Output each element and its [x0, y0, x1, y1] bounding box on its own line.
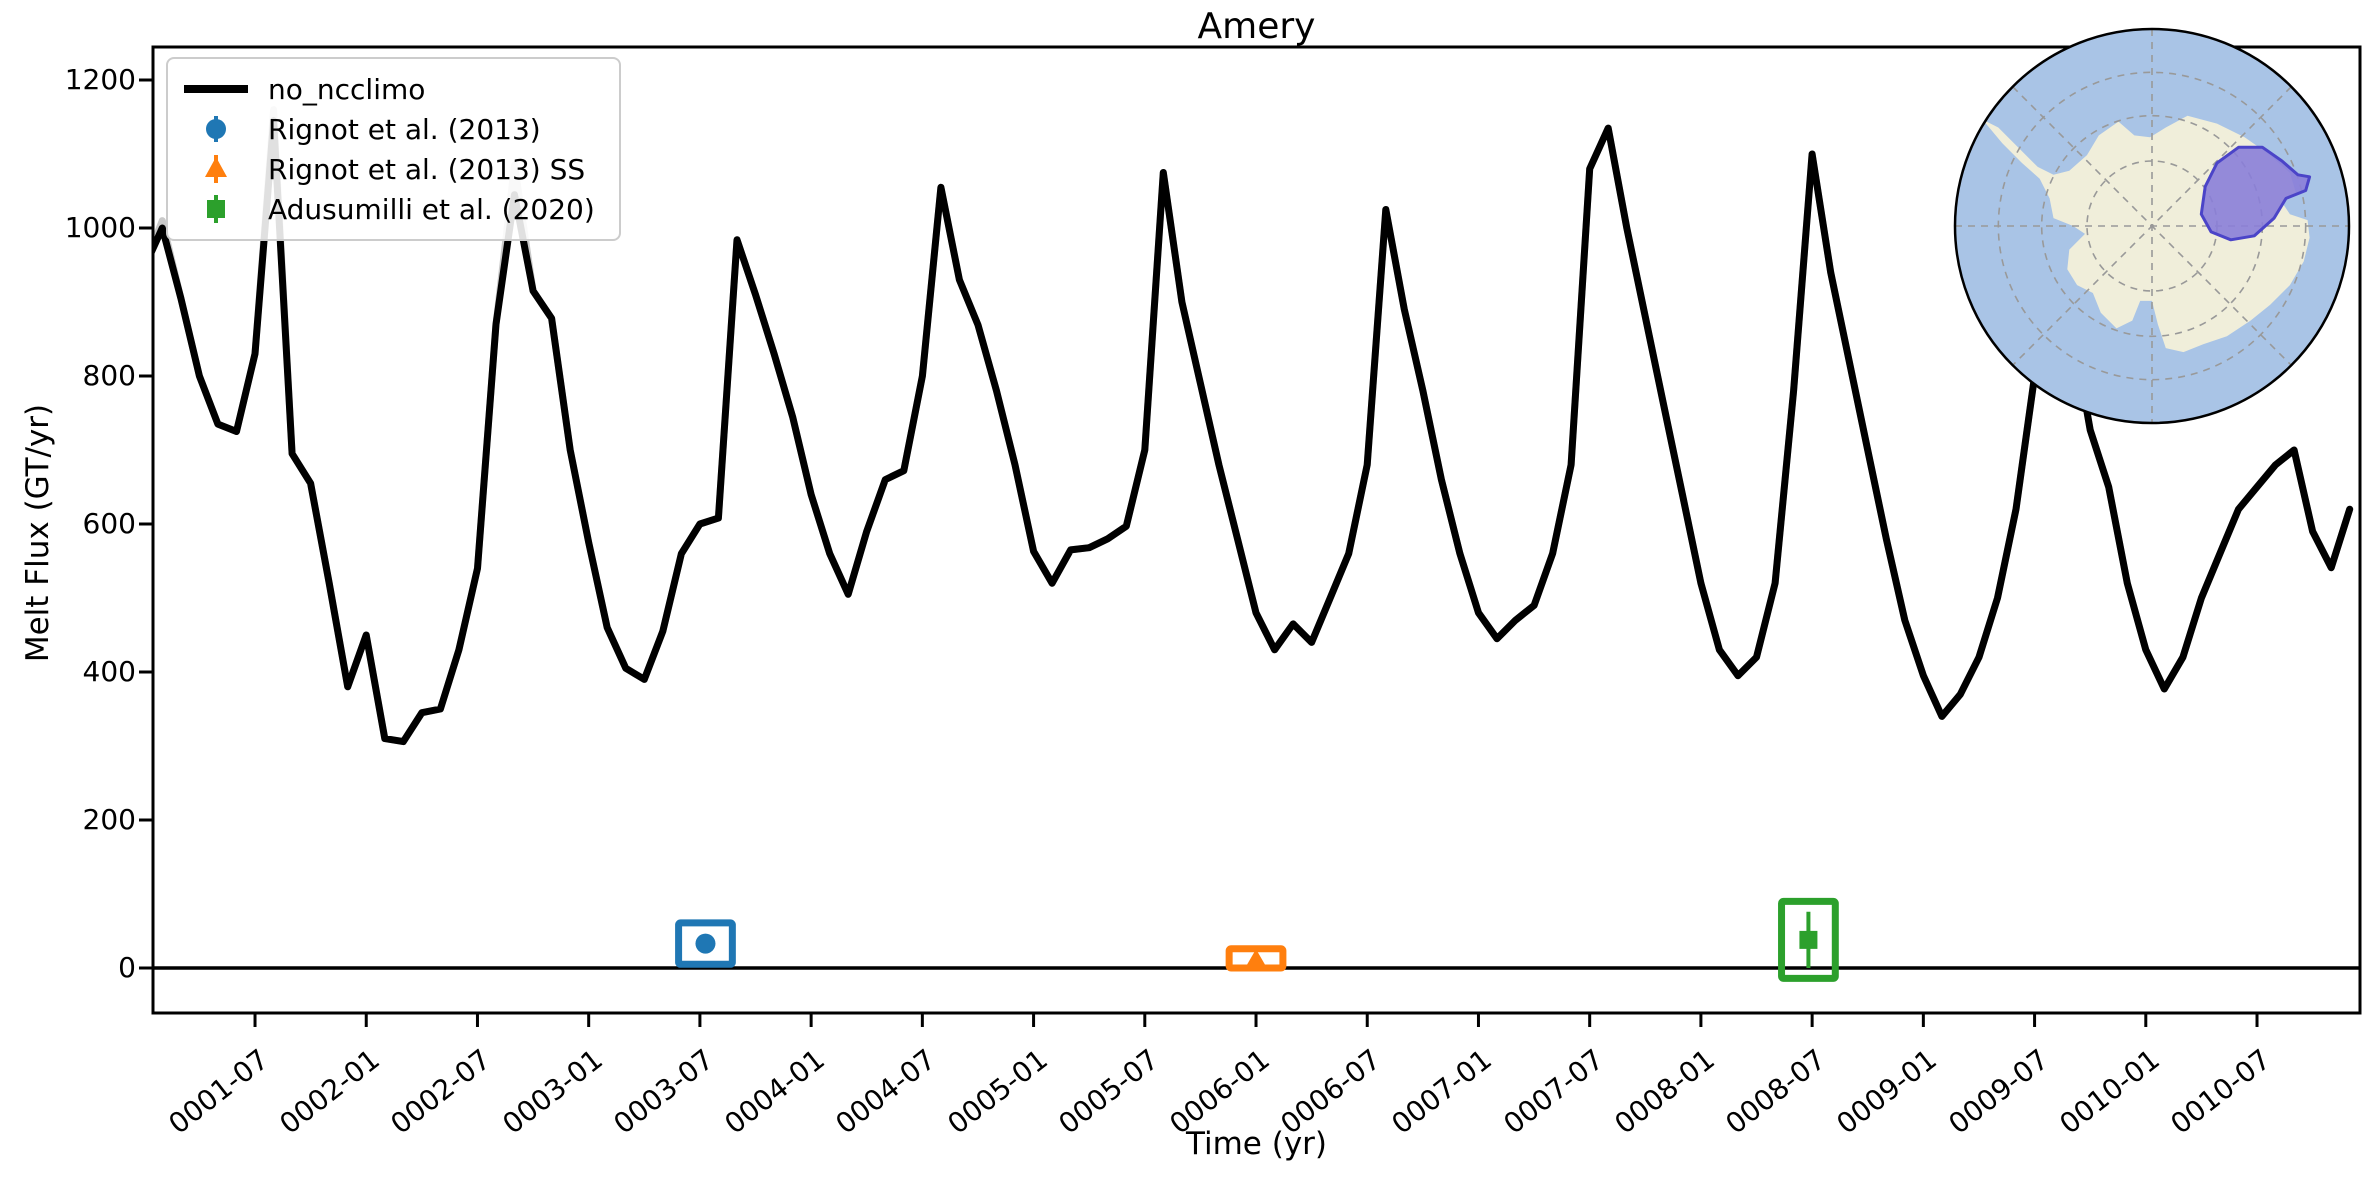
- circle-errorbar-icon: [206, 116, 226, 142]
- legend-label: Rignot et al. (2013) SS: [268, 152, 586, 186]
- antarctica-inset-map: [1953, 27, 2351, 425]
- amery-basin-highlight: [2199, 145, 2312, 242]
- y-tick-label: 800: [82, 359, 136, 392]
- legend-label: Adusumilli et al. (2020): [268, 192, 595, 226]
- line-swatch-icon: [184, 85, 248, 93]
- page-title: Amery: [1197, 6, 1316, 47]
- legend-label: no_ncclimo: [268, 72, 426, 106]
- legend-label: Rignot et al. (2013): [268, 112, 541, 146]
- square-errorbar-icon: [207, 195, 225, 223]
- legend: no_ncclimo Rignot et al. (2013) Rignot e…: [166, 57, 621, 241]
- legend-item-adusumilli: Adusumilli et al. (2020): [178, 189, 595, 229]
- y-tick-label: 0: [118, 951, 136, 984]
- legend-item-no-ncclimo: no_ncclimo: [178, 69, 595, 109]
- legend-item-rignot-ss: Rignot et al. (2013) SS: [178, 149, 595, 189]
- x-axis-label: Time (yr): [1186, 1126, 1327, 1162]
- legend-item-rignot: Rignot et al. (2013): [178, 109, 595, 149]
- observation-square: [1778, 897, 1839, 982]
- observation-triangle: [1225, 945, 1287, 972]
- y-tick-label: 600: [82, 507, 136, 540]
- y-tick-label: 200: [82, 803, 136, 836]
- observation-circle: [675, 919, 736, 968]
- y-tick-label: 1000: [64, 211, 136, 244]
- y-tick-label: 400: [82, 655, 136, 688]
- triangle-errorbar-icon: [205, 155, 227, 183]
- y-tick-label: 1200: [64, 63, 136, 96]
